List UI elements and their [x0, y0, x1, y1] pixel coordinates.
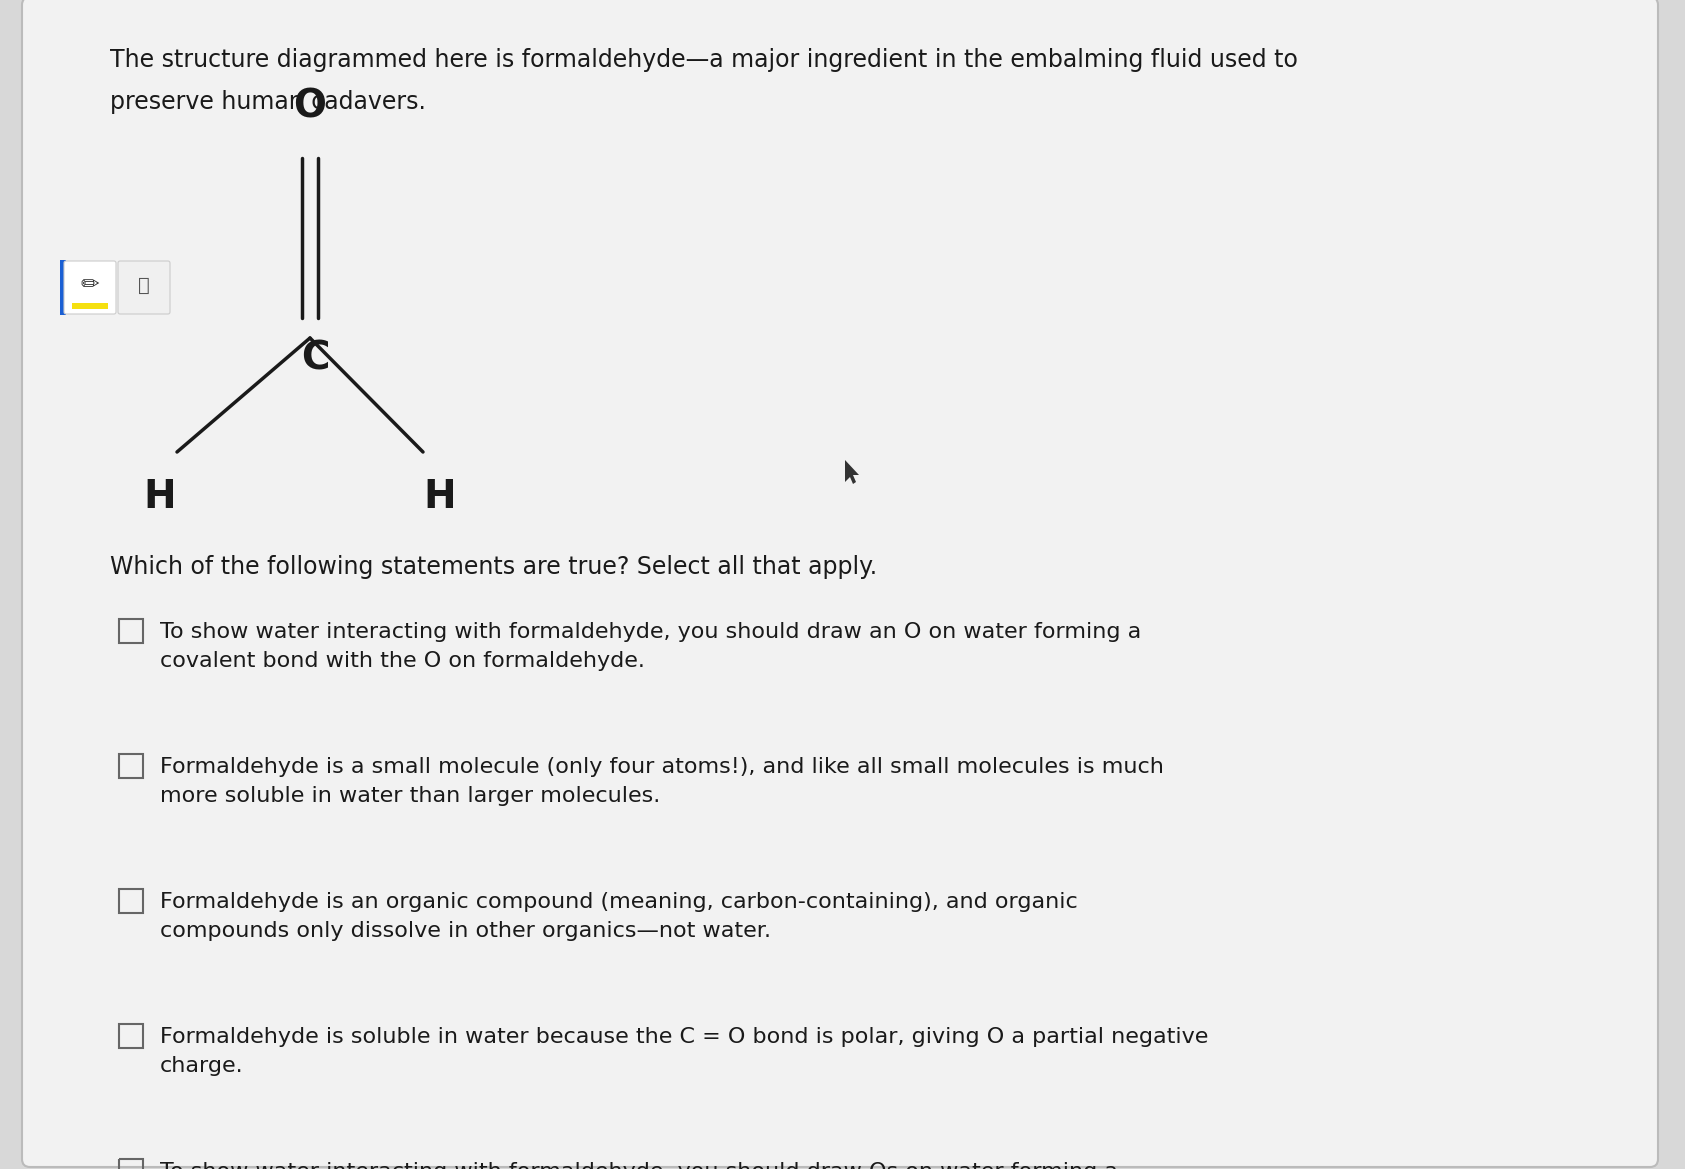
FancyBboxPatch shape — [118, 261, 170, 314]
Polygon shape — [844, 459, 859, 484]
Text: preserve human cadavers.: preserve human cadavers. — [110, 90, 426, 115]
Text: The structure diagrammed here is formaldehyde—a major ingredient in the embalmin: The structure diagrammed here is formald… — [110, 48, 1297, 72]
Text: To show water interacting with formaldehyde, you should draw Os on water forming: To show water interacting with formaldeh… — [160, 1162, 1119, 1169]
Text: To show water interacting with formaldehyde, you should draw an O on water formi: To show water interacting with formaldeh… — [160, 622, 1141, 671]
Text: O: O — [293, 87, 327, 125]
Text: H: H — [423, 478, 457, 516]
Text: Formaldehyde is a small molecule (only four atoms!), and like all small molecule: Formaldehyde is a small molecule (only f… — [160, 758, 1164, 805]
Text: Formaldehyde is soluble in water because the C = O bond is polar, giving O a par: Formaldehyde is soluble in water because… — [160, 1028, 1208, 1075]
Bar — [61, 260, 66, 314]
Text: C: C — [300, 340, 329, 378]
Text: Which of the following statements are true? Select all that apply.: Which of the following statements are tr… — [110, 555, 878, 579]
Text: ⏻: ⏻ — [138, 276, 150, 295]
FancyBboxPatch shape — [22, 0, 1658, 1167]
Text: Formaldehyde is an organic compound (meaning, carbon-containing), and organic
co: Formaldehyde is an organic compound (mea… — [160, 892, 1078, 941]
Bar — [72, 303, 108, 309]
Text: H: H — [143, 478, 177, 516]
FancyBboxPatch shape — [64, 261, 116, 314]
Text: ✏: ✏ — [81, 276, 99, 296]
